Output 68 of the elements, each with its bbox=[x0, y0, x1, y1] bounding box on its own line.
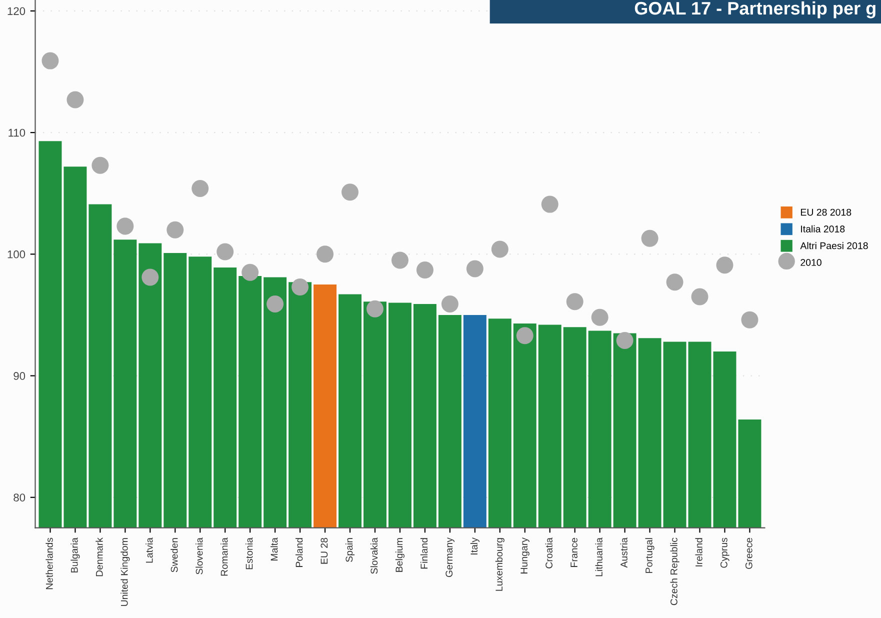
y-tick-label: 100 bbox=[8, 250, 26, 258]
point bbox=[292, 278, 309, 296]
point bbox=[716, 256, 734, 274]
x-tick-label: Finland bbox=[420, 538, 428, 569]
point bbox=[216, 243, 234, 260]
x-tick-label: Italy bbox=[470, 538, 480, 554]
x-tick-label: Austria bbox=[620, 537, 628, 568]
legend-label: Italia 2018 bbox=[801, 225, 845, 232]
x-tick-label: Sweden bbox=[170, 538, 178, 572]
x-tick-label: Poland bbox=[296, 538, 303, 567]
x-tick-label: France bbox=[570, 538, 578, 567]
point bbox=[641, 230, 658, 247]
x-tick-label: Cyprus bbox=[720, 538, 730, 568]
y-tick-label: 80 bbox=[14, 494, 26, 502]
point bbox=[366, 300, 384, 318]
point bbox=[466, 260, 484, 278]
point bbox=[391, 252, 408, 269]
chart-title: GOAL 17 - Partnership per g bbox=[634, 1, 876, 18]
x-tick-label: Czech Republic bbox=[670, 538, 680, 606]
point bbox=[416, 261, 434, 278]
x-tick-label: Romania bbox=[220, 537, 228, 576]
point bbox=[266, 296, 284, 313]
point bbox=[616, 332, 634, 350]
legend-label: 2010 bbox=[800, 259, 822, 266]
legend-label: EU 28 2018 bbox=[800, 208, 852, 216]
x-tick-label: Netherlands bbox=[46, 538, 53, 590]
point bbox=[441, 296, 458, 313]
x-tick-label: United Kingdom bbox=[120, 538, 130, 606]
x-tick-label: Greece bbox=[745, 538, 752, 569]
point bbox=[316, 246, 334, 263]
x-tick-label: Portugal bbox=[645, 538, 654, 573]
x-tick-label: Latvia bbox=[146, 537, 153, 563]
x-tick-label: Belgium bbox=[395, 538, 405, 572]
point bbox=[491, 240, 508, 258]
x-tick-label: Luxembourg bbox=[495, 538, 504, 591]
point bbox=[741, 311, 758, 328]
point bbox=[566, 293, 584, 310]
x-tick-label: Ireland bbox=[695, 538, 702, 566]
x-tick-label: Malta bbox=[270, 537, 278, 560]
point bbox=[342, 184, 359, 201]
point bbox=[516, 327, 534, 344]
point bbox=[142, 268, 159, 286]
point bbox=[666, 274, 684, 291]
x-tick-label: Croatia bbox=[545, 537, 552, 568]
point bbox=[541, 196, 558, 213]
point bbox=[591, 308, 608, 326]
x-tick-label: Slovenia bbox=[196, 537, 203, 574]
x-tick-label: Estonia bbox=[246, 537, 253, 570]
x-tick-label: Slovakia bbox=[370, 537, 378, 574]
point bbox=[166, 221, 184, 238]
point bbox=[242, 264, 259, 281]
y-tick-label: 90 bbox=[14, 372, 26, 380]
point bbox=[66, 91, 84, 108]
x-tick-label: Denmark bbox=[96, 537, 103, 576]
y-tick-label: 110 bbox=[8, 128, 26, 137]
x-tick-label: Germany bbox=[446, 538, 454, 577]
y-tick-label: 120 bbox=[8, 7, 26, 16]
x-tick-label: EU 28 bbox=[320, 538, 328, 564]
x-tick-label: Lithuania bbox=[595, 537, 602, 576]
x-tick-label: Bulgaria bbox=[70, 537, 80, 572]
x-tick-label: Hungary bbox=[520, 538, 530, 574]
point bbox=[192, 180, 209, 197]
point bbox=[116, 218, 134, 235]
point bbox=[92, 156, 109, 174]
legend-label: Altri Paesi 2018 bbox=[800, 242, 868, 250]
point bbox=[42, 52, 59, 70]
x-tick-label: Spain bbox=[345, 538, 355, 562]
point bbox=[691, 288, 708, 306]
